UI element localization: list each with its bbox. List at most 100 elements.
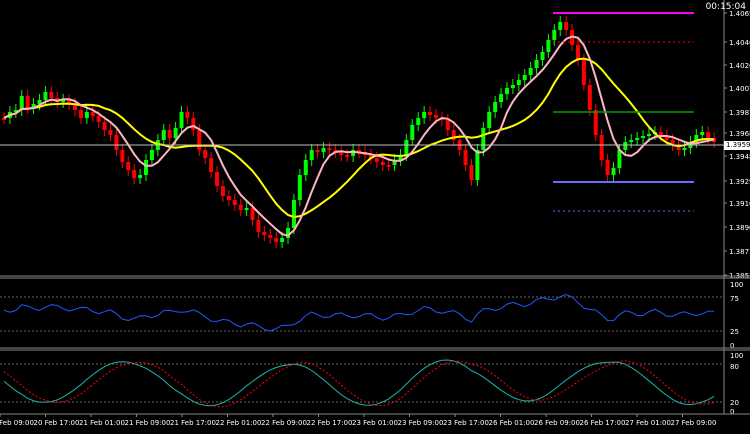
candle-body <box>528 68 533 75</box>
candle-body <box>303 160 308 175</box>
candle-body <box>534 60 539 68</box>
time-tick-label: 20 Feb 09:00 <box>0 419 34 427</box>
candle-body <box>351 150 356 156</box>
candle-body <box>327 148 332 150</box>
price-tick-label: 1.3929 <box>729 178 750 186</box>
candle-body <box>451 130 456 140</box>
candle-body <box>203 150 208 158</box>
rsi-indicator-pane <box>0 293 724 332</box>
candle-body <box>262 232 267 235</box>
stochastic-signal-line <box>3 360 715 408</box>
time-tick-label: 21 Feb 09:00 <box>125 419 171 427</box>
candle-body <box>96 116 101 122</box>
candlesticks <box>2 16 717 248</box>
candle-body <box>487 112 492 128</box>
time-tick-label: 22 Feb 01:00 <box>216 419 262 427</box>
candle-body <box>611 168 616 175</box>
fast-moving-average-line <box>3 35 715 237</box>
candle-body <box>114 135 119 150</box>
candle-body <box>694 135 699 142</box>
candle-body <box>256 220 261 232</box>
candle-body <box>392 160 397 165</box>
candle-body <box>374 158 379 162</box>
candle-body <box>309 150 314 160</box>
candle-body <box>481 128 486 150</box>
candle-body <box>670 140 675 145</box>
candle-body <box>339 152 344 155</box>
stoch-tick-label: 20 <box>730 399 739 407</box>
candle-body <box>25 96 30 108</box>
candle-body <box>676 145 681 150</box>
candle-body <box>297 175 302 200</box>
price-tick-label: 1.3968 <box>729 130 750 138</box>
candle-body <box>475 150 480 180</box>
candle-body <box>291 200 296 228</box>
candle-body <box>226 196 231 200</box>
stoch-tick-label: 80 <box>730 363 739 371</box>
rsi-tick-label: 75 <box>730 295 739 303</box>
slow-moving-average-line <box>3 57 715 219</box>
candle-body <box>410 125 415 140</box>
time-tick-label: 27 Feb 09:00 <box>671 419 717 427</box>
price-tick-label: 1.3890 <box>729 224 750 232</box>
candle-body <box>345 155 350 157</box>
candle-body <box>641 136 646 138</box>
candle-body <box>546 40 551 52</box>
candle-body <box>593 110 598 135</box>
candle-body <box>67 100 72 104</box>
candle-body <box>90 112 95 116</box>
current-price-label: 1.3959 <box>724 141 750 150</box>
time-tick-label: 26 Feb 09:00 <box>534 419 580 427</box>
candle-body <box>43 92 48 100</box>
time-tick-label: 21 Feb 17:00 <box>170 419 216 427</box>
candle-body <box>49 92 54 98</box>
candle-body <box>469 165 474 180</box>
candle-body <box>404 140 409 155</box>
candle-body <box>516 80 521 85</box>
candle-body <box>564 22 569 30</box>
candle-body <box>191 118 196 130</box>
rsi-tick-label: 0 <box>730 342 734 350</box>
rsi-line <box>3 293 715 332</box>
candle-body <box>357 150 362 152</box>
rsi-tick-label: 25 <box>730 328 739 336</box>
candle-body <box>167 130 172 138</box>
candle-body <box>209 158 214 172</box>
candle-body <box>13 110 18 112</box>
candle-body <box>132 170 137 178</box>
candle-body <box>31 104 36 108</box>
candle-body <box>120 150 125 162</box>
candle-body <box>126 162 131 170</box>
candle-body <box>274 238 279 242</box>
stoch-tick-label: 100 <box>730 352 743 360</box>
candle-body <box>315 150 320 152</box>
candle-body <box>149 150 154 160</box>
candle-body <box>575 45 580 60</box>
candle-body <box>617 150 622 168</box>
candle-body <box>646 134 651 136</box>
candle-body <box>558 22 563 30</box>
price-tick-label: 1.4046 <box>729 39 750 47</box>
price-tick-label: 1.4007 <box>729 85 750 93</box>
candle-body <box>700 132 705 135</box>
candle-body <box>61 100 66 102</box>
candle-body <box>368 155 373 158</box>
candle-body <box>463 150 468 165</box>
candle-body <box>510 85 515 88</box>
candle-body <box>321 148 326 152</box>
time-tick-label: 26 Feb 01:00 <box>489 419 535 427</box>
candle-body <box>380 162 385 165</box>
candle-body <box>161 130 166 140</box>
candle-body <box>78 110 83 118</box>
candle-body <box>84 112 89 118</box>
candle-body <box>73 104 78 110</box>
candle-body <box>232 200 237 205</box>
candle-body <box>623 142 628 150</box>
candle-body <box>629 140 634 142</box>
price-tick-label: 1.4065 <box>729 10 750 18</box>
time-tick-label: 23 Feb 01:00 <box>352 419 398 427</box>
candle-body <box>386 165 391 167</box>
candle-body <box>286 228 291 238</box>
